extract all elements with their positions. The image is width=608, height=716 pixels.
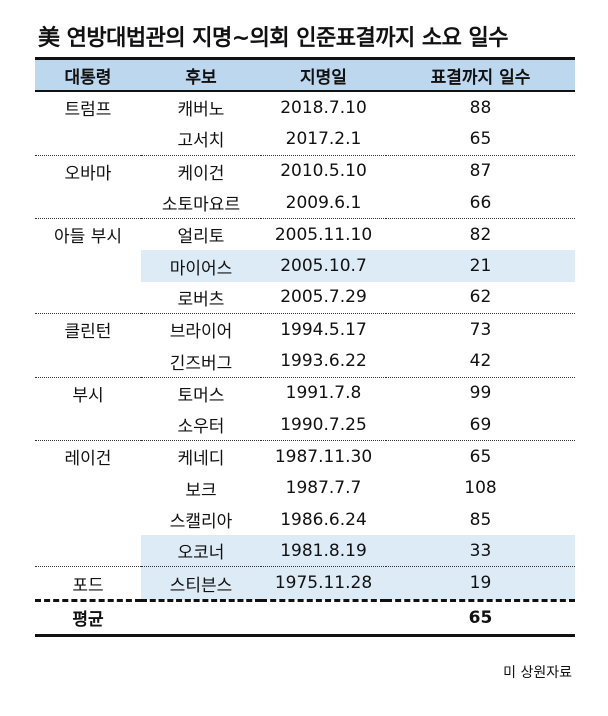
cell-candidate: 케이건 (177, 163, 225, 184)
cell-candidate: 스캘리아 (169, 512, 233, 532)
table-row: 스캘리아 1986.6.24 85 (35, 504, 575, 535)
cell-date: 2005.11.10 (274, 224, 373, 245)
cell-president: 아들 부시 (54, 227, 122, 248)
cell-president: 클린턴 (64, 322, 112, 343)
cell-date: 1994.5.17 (280, 319, 367, 340)
cell-president: 부시 (72, 385, 104, 406)
cell-days: 69 (386, 408, 575, 442)
table-row: 로버츠 2005.7.29 62 (35, 281, 575, 315)
table-row: 레이건 케네디 1987.11.30 65 (35, 441, 575, 473)
cell-candidate: 긴즈버그 (141, 345, 261, 378)
page-title: 美 연방대법관의 지명~의회 인준표결까지 소요 일수 (38, 26, 509, 51)
nomination-table: 대통령 후보 지명일 표결까지 일수 트럼프 캐버노 2018.7.10 88 고서치 2… (35, 57, 575, 637)
cell-days: 21 (386, 250, 575, 282)
cell-days: 99 (469, 383, 492, 404)
cell-date: 2017.2.1 (261, 123, 386, 156)
cell-president (35, 281, 141, 315)
cell-days: 108 (464, 478, 497, 499)
cell-date: 2009.6.1 (261, 186, 386, 220)
average-days: 65 (386, 600, 575, 637)
table-row: 부시 토머스 1991.7.8 99 (35, 377, 575, 409)
table-row: 오코너 1981.8.19 33 (35, 535, 575, 568)
cell-date: 1993.6.22 (261, 345, 386, 378)
cell-president (35, 345, 141, 378)
cell-candidate: 로버츠 (141, 281, 261, 315)
cell-date: 2005.10.7 (261, 250, 386, 282)
header-date: 지명일 (261, 57, 386, 92)
cell-days: 65 (386, 123, 575, 156)
table-row: 오바마 케이건 2010.5.10 87 (35, 155, 575, 187)
cell-days: 82 (469, 224, 492, 245)
cell-president (35, 504, 141, 535)
header-candidate: 후보 (141, 57, 261, 92)
table-row: 트럼프 캐버노 2018.7.10 88 (35, 91, 575, 123)
average-label: 평균 (35, 600, 141, 637)
cell-days: 87 (469, 161, 492, 182)
cell-date: 1986.6.24 (280, 509, 367, 530)
cell-president: 포드 (35, 566, 141, 602)
table-row: 소우터 1990.7.25 69 (35, 408, 575, 442)
cell-date: 2018.7.10 (280, 97, 367, 118)
cell-date: 1987.7.7 (285, 478, 362, 499)
table-row: 마이어스 2005.10.7 21 (35, 250, 575, 282)
cell-days: 42 (386, 345, 575, 378)
cell-candidate: 보크 (185, 480, 217, 501)
cell-president: 트럼프 (64, 100, 112, 121)
cell-candidate: 토머스 (177, 385, 225, 406)
table-row: 보크 1987.7.7 108 (35, 473, 575, 504)
cell-candidate: 마이어스 (141, 250, 261, 282)
cell-president (35, 123, 141, 156)
table-header: 대통령 후보 지명일 표결까지 일수 (35, 57, 575, 92)
cell-days: 19 (386, 566, 575, 602)
source-note: 미 상원자료 (503, 665, 572, 681)
cell-days: 33 (386, 535, 575, 568)
cell-candidate: 얼리토 (177, 227, 225, 248)
cell-days: 62 (386, 281, 575, 315)
cell-candidate: 브라이어 (169, 322, 233, 343)
cell-date: 1981.8.19 (261, 535, 386, 568)
cell-president (35, 408, 141, 442)
header-days: 표결까지 일수 (386, 57, 575, 92)
cell-president (35, 535, 141, 568)
cell-candidate: 스티븐스 (141, 566, 261, 602)
cell-days: 85 (469, 509, 492, 530)
cell-president (35, 186, 141, 220)
cell-president: 오바마 (64, 163, 112, 184)
table-row: 포드 스티븐스 1975.11.28 19 (35, 566, 575, 602)
cell-date: 1975.11.28 (261, 566, 386, 602)
table-row: 클린턴 브라이어 1994.5.17 73 (35, 314, 575, 346)
cell-candidate: 소토마요르 (141, 186, 261, 220)
cell-president (35, 473, 141, 504)
empty-cell (261, 600, 386, 637)
cell-days: 88 (469, 97, 492, 118)
cell-candidate: 소우터 (141, 408, 261, 442)
cell-candidate: 고서치 (141, 123, 261, 156)
average-row: 평균 65 (35, 600, 575, 637)
header-president: 대통령 (35, 57, 141, 92)
cell-candidate: 오코너 (141, 535, 261, 568)
cell-candidate: 케네디 (177, 449, 225, 470)
table-row: 아들 부시 얼리토 2005.11.10 82 (35, 219, 575, 251)
table-row: 고서치 2017.2.1 65 (35, 123, 575, 156)
cell-candidate: 캐버노 (177, 100, 225, 121)
cell-days: 73 (469, 319, 492, 340)
table-row: 긴즈버그 1993.6.22 42 (35, 345, 575, 378)
cell-days: 66 (386, 186, 575, 220)
cell-president (35, 250, 141, 281)
table-row: 소토마요르 2009.6.1 66 (35, 186, 575, 220)
cell-days: 65 (469, 446, 492, 467)
empty-cell (141, 600, 261, 637)
cell-date: 2010.5.10 (280, 161, 367, 182)
cell-date: 1990.7.25 (261, 408, 386, 442)
cell-president: 레이건 (64, 449, 112, 470)
cell-date: 1991.7.8 (285, 383, 362, 404)
cell-date: 2005.7.29 (261, 281, 386, 315)
cell-date: 1987.11.30 (274, 446, 373, 467)
